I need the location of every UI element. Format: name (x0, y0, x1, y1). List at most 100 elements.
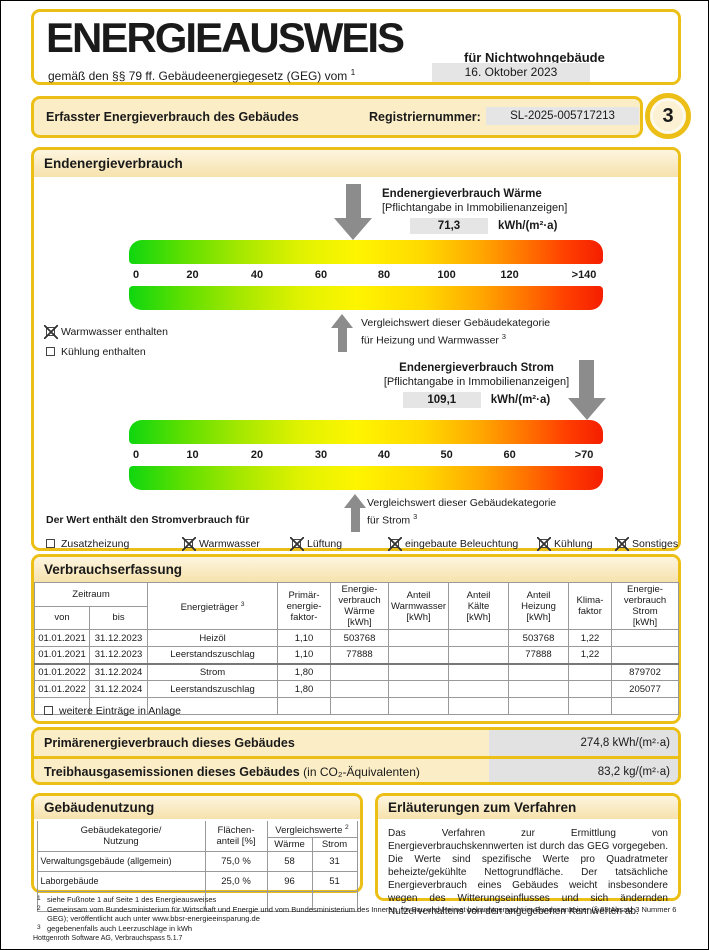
checkbox-label: Kühlung enthalten (61, 346, 146, 358)
table-cell (388, 629, 450, 647)
table-row (34, 697, 680, 715)
gradient-strip-top (129, 240, 603, 264)
checkbox-warmwasser-enthalten: Warmwasser enthalten (44, 322, 168, 340)
law-reference-text: gemäß den §§ 79 ff. Gebäudeenergiegesetz… (48, 69, 348, 83)
footnote-marker: 3 (37, 924, 41, 931)
law-footnote-marker: 1 (350, 67, 356, 77)
checkbox-kuehlung: Kühlung (537, 534, 593, 552)
page-number-badge: 3 (645, 93, 691, 139)
table-row: 01.01.2022 31.12.2024 Strom 1,80 879702 (34, 662, 680, 681)
waerme-value: 71,3 (410, 218, 488, 234)
footnote-text: gegebenenfalls auch Leerzuschläge in kWh (47, 924, 193, 933)
table-cell: 01.01.2021 (34, 629, 90, 647)
table-cell (330, 680, 390, 698)
compare-arrow-up-icon (331, 314, 354, 352)
emissions-label: Treibhausgasemissionen dieses Gebäudes (… (44, 759, 420, 782)
footnote-marker: 1 (37, 895, 41, 902)
table-cell: 01.01.2022 (34, 680, 90, 698)
waerme-unit: kWh/(m²·a) (498, 220, 558, 232)
table-cell (448, 697, 510, 715)
table-header-verbrauch-waerme: Energie- verbrauch Wärme [kWh] (330, 582, 390, 630)
table-cell: 503768 (330, 629, 390, 647)
tick-label: 50 (440, 449, 453, 461)
explanation-text: Das Verfahren zur Ermittlung von Energie… (388, 828, 668, 917)
compare-text: Vergleichswert dieser Gebäudekategorie f… (361, 316, 550, 348)
section-header-strip: Erläuterungen zum Verfahren (378, 796, 678, 819)
value-arrow-down-icon (567, 360, 606, 420)
table-cell (568, 680, 613, 698)
footnote-text: siehe Fußnote 1 auf Seite 1 des Energiea… (47, 895, 217, 904)
footnote-marker: 2 (345, 824, 349, 831)
table-cell (448, 662, 510, 681)
table-cell: 25,0 % (204, 871, 268, 893)
checkbox-lueftung: Lüftung (290, 534, 343, 552)
checkbox-warmwasser: Warmwasser (182, 534, 260, 552)
value-arrow-down-icon (334, 184, 373, 240)
section-title: Erläuterungen zum Verfahren (388, 800, 577, 815)
tick-band: 0 10 20 30 40 50 60 >70 (129, 444, 603, 466)
header-text: Energieträger (180, 602, 239, 614)
tick-label: 60 (503, 449, 516, 461)
tick-label: 20 (186, 269, 199, 281)
gradient-strip-bottom (129, 466, 603, 490)
strom-arrow-row (129, 360, 606, 420)
checkbox-label: eingebaute Beleuchtung (405, 538, 519, 550)
table-header-energietraeger: Energieträger 3 (147, 582, 279, 630)
waerme-arrow-row (129, 184, 603, 240)
table-cell: 77888 (508, 646, 570, 664)
table-cell: 31.12.2023 (88, 646, 149, 664)
section-verbrauchserfassung: Verbrauchserfassung Zeitraum Energieträg… (31, 554, 681, 724)
compare-arrow-up-icon (344, 494, 367, 532)
primary-energy-label: Primärenergieverbrauch dieses Gebäudes (44, 736, 295, 750)
tick-label: 0 (133, 449, 140, 461)
table-cell: Laborgebäude (36, 871, 206, 893)
gradient-strip-top (129, 420, 603, 444)
primary-energy-value: 274,8 kWh/(m²·a) (489, 730, 678, 756)
usage-row: Laborgebäude 25,0 % 96 51 (36, 871, 358, 893)
table-header-pef: Primär- energie- faktor- (277, 582, 332, 630)
table-cell (277, 697, 332, 715)
table-header-anteil-kaelte: Anteil Kälte [kWh] (448, 582, 510, 630)
footnote: 1 siehe Fußnote 1 auf Seite 1 des Energie… (37, 895, 677, 904)
table-cell: 75,0 % (204, 851, 268, 873)
footnote: 3 gegebenenfalls auch Leerzuschläge in kW… (37, 924, 677, 933)
tick-label: 20 (250, 449, 264, 461)
table-cell (448, 646, 510, 664)
table-cell: 31 (311, 851, 358, 873)
table-cell: 51 (311, 871, 358, 893)
checkbox-icon (182, 537, 196, 551)
table-cell: 31.12.2023 (88, 629, 149, 647)
checkbox-eingebaute-beleuchtung: eingebaute Beleuchtung (388, 534, 519, 552)
checkbox-icon (290, 537, 304, 551)
header-box: ENERGIEAUSWEIS für Nichtwohngebäude gemä… (31, 9, 681, 85)
table-cell (611, 697, 680, 715)
strom-includes-label: Der Wert enthält den Stromverbrauch für (46, 514, 250, 526)
scale-bar-waerme: 0 20 40 60 80 100 120 >140 (129, 240, 603, 310)
gradient-strip-bottom (129, 286, 603, 310)
section-title: Gebäudenutzung (44, 800, 155, 815)
emissions-value: 83,2 kg/(m²·a) (489, 759, 678, 782)
strom-value: 109,1 (402, 392, 481, 408)
table-cell: 503768 (508, 629, 570, 647)
usage-row (36, 891, 358, 913)
waerme-value-block: Endenergieverbrauch Wärme [Pflichtangabe… (382, 188, 567, 234)
table-cell (568, 662, 613, 681)
table-cell (448, 680, 510, 698)
table-cell: 01.01.2022 (34, 662, 90, 681)
table-cell (388, 646, 450, 664)
table-cell (448, 629, 510, 647)
footnotes: 1 siehe Fußnote 1 auf Seite 1 des Energie… (37, 895, 677, 934)
section-header-strip: Verbrauchserfassung (34, 557, 678, 582)
checkbox-icon (537, 537, 551, 551)
table-cell: 77888 (330, 646, 390, 664)
checkbox-icon (46, 539, 55, 548)
checkbox-label: Lüftung (307, 538, 343, 550)
tick-label: 120 (500, 269, 519, 281)
header-text: Vergleichswerte (275, 825, 343, 837)
section-erlaeuterungen: Erläuterungen zum Verfahren Das Verfahre… (375, 793, 681, 917)
footnote: 2 Gemeinsam vom Bundesministerium für Wir… (37, 905, 677, 923)
summary-primary-row: Primärenergieverbrauch dieses Gebäudes 2… (34, 730, 678, 756)
law-date-box: 16. Oktober 2023 (432, 63, 590, 82)
strom-note: [Pflichtangabe in Immobilienanzeigen] (383, 376, 570, 388)
